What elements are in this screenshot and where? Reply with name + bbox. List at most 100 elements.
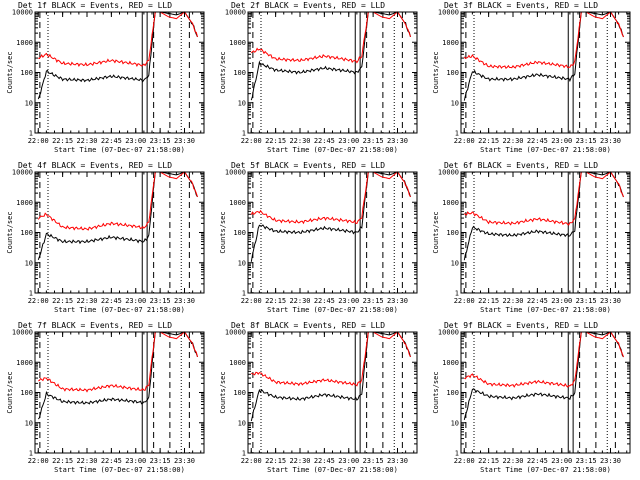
y-tick-label: 10000 (438, 9, 459, 17)
y-tick-label: 1000 (16, 199, 33, 207)
x-tick-label: 23:00 (338, 137, 359, 145)
plot-frame (34, 331, 205, 454)
detector-chart: Det 6f BLACK = Events, RED = LLD Counts/s… (432, 161, 631, 314)
y-tick-label: 1 (29, 450, 33, 458)
chart-title: Det 6f BLACK = Events, RED = LLD (444, 161, 598, 170)
y-axis-label: Counts/sec (432, 51, 440, 93)
chart-title: Det 5f BLACK = Events, RED = LLD (231, 161, 385, 170)
x-tick-label: 22:30 (502, 297, 523, 305)
y-axis-label: Counts/sec (432, 371, 440, 413)
series-line (250, 11, 411, 101)
y-tick-label: 1 (29, 130, 33, 138)
series-line (463, 171, 624, 226)
y-tick-label: 100 (20, 229, 33, 237)
detector-chart: Det 5f BLACK = Events, RED = LLD Counts/s… (219, 161, 418, 314)
y-tick-label: 100 (233, 229, 246, 237)
y-tick-label: 1000 (442, 39, 459, 47)
series-line (464, 331, 624, 388)
y-tick-label: 10 (451, 99, 459, 107)
x-tick-label: 22:30 (289, 297, 310, 305)
x-tick-label: 22:30 (502, 457, 523, 465)
detector-chart: Det 9f BLACK = Events, RED = LLD Counts/s… (432, 321, 631, 474)
detector-panel: Det 4f BLACK = Events, RED = LLD Counts/s… (0, 160, 213, 320)
x-tick-label: 22:00 (454, 457, 475, 465)
detector-panel: Det 7f BLACK = Events, RED = LLD Counts/s… (0, 320, 213, 480)
x-tick-label: 22:15 (52, 297, 73, 305)
x-tick-label: 23:15 (576, 297, 597, 305)
detector-panel: Det 8f BLACK = Events, RED = LLD Counts/s… (213, 320, 426, 480)
y-tick-label: 1000 (16, 39, 33, 47)
x-tick-label: 23:00 (338, 297, 359, 305)
series-line (38, 11, 198, 67)
detector-chart: Det 1f BLACK = Events, RED = LLD Counts/s… (6, 1, 205, 154)
x-tick-label: 23:00 (551, 137, 572, 145)
y-tick-label: 1 (29, 290, 33, 298)
y-tick-label: 1000 (229, 359, 246, 367)
y-tick-label: 1 (242, 290, 246, 298)
x-tick-label: 22:15 (265, 457, 286, 465)
x-tick-label: 22:45 (101, 297, 122, 305)
x-tick-label: 22:15 (478, 137, 499, 145)
y-axis-label: Counts/sec (432, 211, 440, 253)
x-tick-label: 22:00 (454, 297, 475, 305)
x-tick-label: 22:45 (101, 457, 122, 465)
y-tick-label: 1 (455, 450, 459, 458)
x-tick-label: 23:00 (125, 137, 146, 145)
x-tick-label: 23:00 (125, 457, 146, 465)
plot-frame (247, 331, 418, 454)
y-axis-label: Counts/sec (219, 211, 227, 253)
y-tick-label: 10 (25, 419, 33, 427)
x-tick-label: 22:00 (241, 297, 262, 305)
plot-frame (247, 11, 418, 134)
x-tick-label: 22:45 (314, 297, 335, 305)
x-tick-label: 22:00 (28, 297, 49, 305)
x-tick-label: 23:00 (551, 297, 572, 305)
x-tick-label: 22:15 (52, 457, 73, 465)
x-tick-label: 23:00 (338, 457, 359, 465)
y-tick-label: 100 (446, 229, 459, 237)
x-tick-label: 23:30 (174, 137, 195, 145)
x-tick-label: 22:45 (101, 137, 122, 145)
x-tick-label: 22:15 (478, 297, 499, 305)
series-line (463, 171, 624, 261)
plot-frame (460, 11, 631, 134)
x-tick-label: 23:30 (174, 457, 195, 465)
x-tick-label: 22:15 (265, 297, 286, 305)
detector-chart: Det 8f BLACK = Events, RED = LLD Counts/s… (219, 321, 418, 474)
y-tick-label: 1 (242, 450, 246, 458)
plot-frame (247, 171, 418, 294)
series-line (250, 171, 411, 225)
detector-panel: Det 9f BLACK = Events, RED = LLD Counts/s… (426, 320, 639, 480)
x-tick-label: 23:30 (387, 457, 408, 465)
y-tick-label: 10000 (12, 329, 33, 337)
y-tick-label: 10000 (225, 169, 246, 177)
x-tick-label: 22:00 (454, 137, 475, 145)
x-tick-label: 22:45 (314, 457, 335, 465)
x-tick-label: 23:00 (551, 457, 572, 465)
y-tick-label: 1000 (229, 39, 246, 47)
y-tick-label: 1 (242, 130, 246, 138)
y-axis-label: Counts/sec (6, 51, 14, 93)
detector-panel: Det 1f BLACK = Events, RED = LLD Counts/s… (0, 0, 213, 160)
y-tick-label: 10000 (438, 169, 459, 177)
y-tick-label: 1000 (442, 199, 459, 207)
y-tick-label: 10000 (12, 9, 33, 17)
y-tick-label: 10000 (438, 329, 459, 337)
y-axis-label: Counts/sec (219, 51, 227, 93)
series-line (463, 331, 624, 421)
chart-title: Det 4f BLACK = Events, RED = LLD (18, 161, 172, 170)
detector-panel: Det 2f BLACK = Events, RED = LLD Counts/s… (213, 0, 426, 160)
chart-title: Det 1f BLACK = Events, RED = LLD (18, 1, 172, 10)
y-tick-label: 10 (238, 99, 246, 107)
x-axis-label: Start Time (07-Dec-07 21:58:00) (480, 306, 611, 314)
x-tick-label: 22:00 (241, 137, 262, 145)
x-tick-label: 23:00 (125, 297, 146, 305)
y-axis-label: Counts/sec (6, 371, 14, 413)
y-tick-label: 1000 (16, 359, 33, 367)
chart-title: Det 7f BLACK = Events, RED = LLD (18, 321, 172, 330)
series-line (37, 11, 198, 100)
x-tick-label: 23:15 (363, 137, 384, 145)
series-line (250, 11, 411, 64)
series-line (37, 331, 198, 420)
